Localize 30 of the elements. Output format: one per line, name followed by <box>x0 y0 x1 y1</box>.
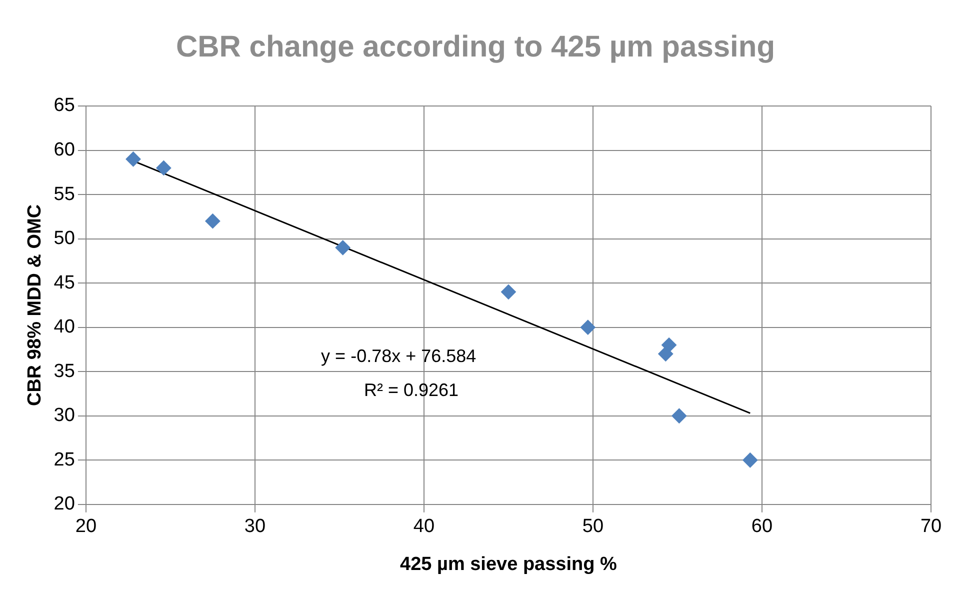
y-tick-label: 60 <box>54 140 75 160</box>
point <box>156 160 172 176</box>
x-tick-label: 40 <box>413 516 435 538</box>
point <box>742 452 758 468</box>
x-tick-label: 50 <box>582 516 604 538</box>
point <box>580 320 596 335</box>
point <box>126 152 141 167</box>
y-tick-label: 45 <box>54 272 75 294</box>
annotation: y = -0.78x + 76.584 <box>321 346 476 366</box>
x-tick-label: 60 <box>751 516 773 538</box>
y-tick-label: 30 <box>54 405 75 426</box>
y-tick-label: 25 <box>54 449 75 470</box>
y-tick-label: 35 <box>54 360 75 382</box>
point <box>672 408 687 424</box>
point <box>205 214 220 229</box>
point <box>500 284 516 300</box>
x-axis-title: 425 µm sieve passing % <box>400 554 618 575</box>
annotation: R² = 0.9261 <box>364 380 459 400</box>
x-tick-label: 20 <box>75 516 97 538</box>
y-tick-label: 65 <box>54 95 75 116</box>
point <box>662 338 677 353</box>
x-tick-label: 70 <box>920 516 942 538</box>
chart-title: CBR change according to 425 µm passing <box>176 30 776 64</box>
y-tick-label: 55 <box>54 184 75 205</box>
x-tick-label: 30 <box>244 516 266 538</box>
y-axis-title: CBR 98% MDD & OMC <box>24 204 46 406</box>
y-tick-label: 20 <box>54 494 75 515</box>
y-tick-label: 40 <box>54 316 75 338</box>
point <box>335 240 350 256</box>
y-tick-label: 50 <box>54 228 75 250</box>
